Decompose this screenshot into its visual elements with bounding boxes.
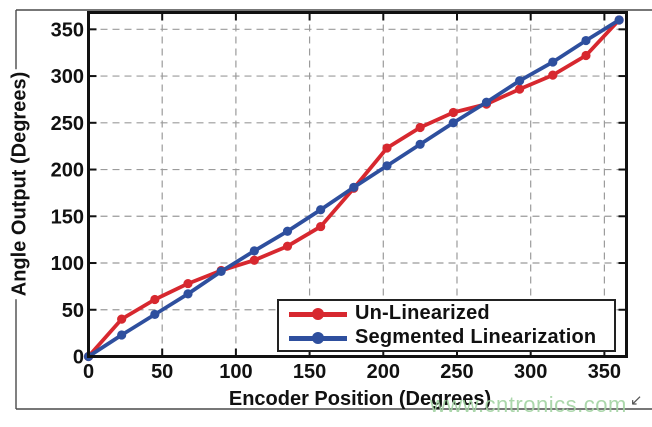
data-point-segmented-linearization xyxy=(117,330,127,340)
x-tick-label: 350 xyxy=(588,361,621,383)
legend-red-line-marker-icon xyxy=(289,307,347,320)
data-point-un-linearized xyxy=(150,294,160,305)
x-tick-label: 50 xyxy=(151,361,173,383)
data-point-un-linearized xyxy=(382,143,392,153)
data-point-segmented-linearization xyxy=(349,182,359,192)
x-tick-label: 0 xyxy=(83,361,94,383)
y-tick-label: 350 xyxy=(51,19,84,41)
data-point-segmented-linearization xyxy=(415,139,425,149)
legend-label-un-linearized: Un-Linearized xyxy=(355,302,490,324)
data-point-segmented-linearization xyxy=(448,118,458,128)
y-axis-label: Angle Output (Degrees) xyxy=(8,68,32,300)
data-point-segmented-linearization xyxy=(382,161,392,171)
x-axis-label: Encoder Position (Degrees) xyxy=(228,388,492,410)
y-tick-label: 250 xyxy=(51,113,84,135)
data-point-segmented-linearization xyxy=(316,205,326,215)
watermark-text: www.cntronics.com xyxy=(430,392,627,417)
plot-border xyxy=(87,11,628,358)
y-tick-label: 200 xyxy=(51,160,84,182)
x-tick-label: 200 xyxy=(367,361,400,383)
legend-label-segmented-linearization: Segmented Linearization xyxy=(355,326,597,348)
legend-blue-line-marker-icon xyxy=(289,331,347,344)
legend-item-un-linearized: Un-Linearized xyxy=(279,302,614,325)
data-point-segmented-linearization xyxy=(515,76,525,86)
data-point-segmented-linearization xyxy=(548,57,558,67)
y-tick-label: 300 xyxy=(51,66,84,88)
data-point-segmented-linearization xyxy=(216,266,226,277)
data-point-un-linearized xyxy=(415,122,425,133)
data-point-un-linearized xyxy=(183,278,193,289)
data-point-segmented-linearization xyxy=(581,35,591,46)
data-point-un-linearized xyxy=(581,50,591,61)
x-tick-label: 250 xyxy=(440,361,473,383)
y-tick-label: 100 xyxy=(51,253,84,275)
data-point-segmented-linearization xyxy=(183,289,193,299)
y-tick-label: 0 xyxy=(73,347,84,369)
data-point-segmented-linearization xyxy=(481,97,492,107)
legend-red-dot-icon xyxy=(312,307,324,320)
data-point-un-linearized xyxy=(117,314,127,324)
y-tick-label: 50 xyxy=(62,300,84,322)
data-point-un-linearized xyxy=(548,70,558,80)
data-point-un-linearized xyxy=(316,221,326,232)
data-point-segmented-linearization xyxy=(614,15,624,25)
x-tick-label: 100 xyxy=(219,361,252,383)
y-tick-label: 150 xyxy=(51,206,84,228)
x-tick-label: 150 xyxy=(293,361,326,383)
data-point-un-linearized xyxy=(282,241,293,251)
legend-item-segmented-linearization: Segmented Linearization xyxy=(279,326,614,349)
cursor-arrow-icon: ↙ xyxy=(630,391,643,409)
legend-blue-dot-icon xyxy=(312,331,324,344)
data-point-un-linearized xyxy=(448,107,458,118)
data-point-segmented-linearization xyxy=(282,226,293,236)
data-point-segmented-linearization xyxy=(249,246,259,256)
x-tick-label: 300 xyxy=(514,361,547,383)
legend: Un-Linearized Segmented Linearization xyxy=(277,299,616,352)
data-point-un-linearized xyxy=(515,84,525,94)
data-point-un-linearized xyxy=(249,255,259,265)
data-point-segmented-linearization xyxy=(150,309,160,320)
